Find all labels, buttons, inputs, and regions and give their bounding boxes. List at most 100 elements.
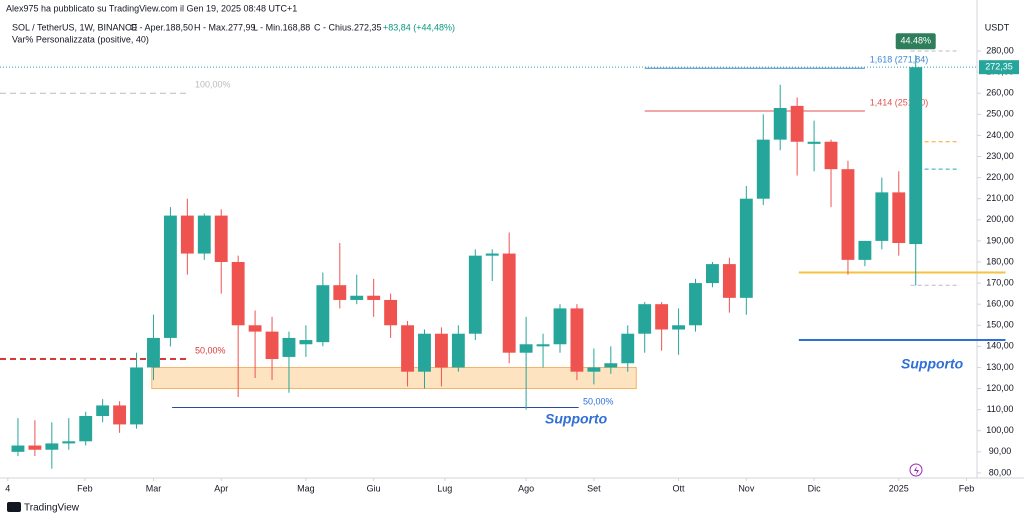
event-icon[interactable]: [909, 463, 923, 477]
candle-body: [875, 192, 889, 241]
annotation: 50,00%: [583, 396, 614, 406]
candle-body: [180, 215, 194, 254]
y-tick-label: 100,00: [986, 425, 1014, 435]
y-tick-label: 130,00: [986, 362, 1014, 372]
y-tick-label: 240,00: [986, 130, 1014, 140]
x-tick-label: Giu: [367, 483, 381, 493]
change-tag-label: 44.48%: [900, 36, 931, 46]
candle-body: [502, 253, 516, 353]
candle-body: [807, 141, 821, 144]
y-tick-label: 170,00: [986, 277, 1014, 287]
candle-body: [722, 264, 736, 298]
candle-body: [536, 344, 550, 347]
y-tick-label: 200,00: [986, 214, 1014, 224]
y-tick-label: 230,00: [986, 151, 1014, 161]
x-tick-label: Apr: [214, 483, 228, 493]
change: +83,84 (+44,48%): [383, 22, 455, 32]
ohlc: O - Aper.188,50: [130, 22, 193, 32]
candle-body: [621, 333, 635, 364]
logo: [7, 502, 21, 512]
candle-body: [519, 344, 533, 353]
x-tick-label: Ott: [673, 483, 686, 493]
candle-body: [45, 443, 59, 450]
candle-body: [130, 367, 143, 425]
y-tick-label: 220,00: [986, 172, 1014, 182]
candle-body: [858, 240, 872, 260]
candle-body: [384, 299, 398, 326]
candle-body: [824, 141, 838, 170]
candle-body: [333, 285, 347, 300]
y-tick-label: 280,00: [986, 45, 1014, 55]
level-label: 1,414 (251,60): [870, 97, 929, 107]
symbol: SOL / TetherUS, 1W, BINANCE: [12, 22, 138, 32]
y-tick-label: 250,00: [986, 109, 1014, 119]
candle-body: [587, 367, 601, 372]
currency: USDT: [985, 22, 1010, 32]
x-tick-label: Mag: [297, 483, 315, 493]
x-tick-label: Feb: [77, 483, 93, 493]
candle-body: [367, 295, 381, 300]
annotation: Supporto: [901, 356, 964, 372]
candle-body: [756, 139, 770, 199]
candle-body: [248, 325, 262, 332]
candle-body: [299, 340, 313, 345]
x-tick-label: Dic: [808, 483, 821, 493]
candle-body: [790, 105, 804, 142]
price-tag: [979, 60, 1019, 75]
candle-body: [655, 304, 669, 330]
y-tick-label: 150,00: [986, 320, 1014, 330]
event-icon: [914, 466, 919, 475]
candle-body: [638, 304, 652, 334]
candle-body: [468, 255, 482, 334]
candle-body: [739, 198, 753, 298]
x-tick-label: Nov: [738, 483, 755, 493]
candle-body: [604, 363, 618, 368]
x-tick-label: Feb: [959, 483, 975, 493]
candle-body: [265, 331, 279, 360]
y-tick-label: 160,00: [986, 299, 1014, 309]
candle-body: [79, 415, 93, 442]
candle-body: [62, 441, 76, 444]
candle-body: [485, 253, 499, 256]
support-zone: [151, 366, 637, 390]
plot: 50,00% 100,00% 1,618 (271,84) 1,414 (251,60…: [0, 50, 1006, 469]
indicator: Var% Personalizzata (positive, 40): [12, 34, 149, 44]
level-label: 100,00%: [195, 80, 231, 90]
publisher: Alex975 ha pubblicato su TradingView.com…: [6, 3, 297, 13]
y-tick-label: 140,00: [986, 341, 1014, 351]
candle-body: [434, 333, 448, 368]
candle-body: [909, 67, 923, 245]
ohlc: C - Chius.272,35: [314, 22, 382, 32]
annotation: Supporto: [545, 411, 608, 427]
candle-body: [689, 283, 702, 326]
candle-body: [418, 333, 431, 372]
x-tick-label: Ago: [518, 483, 534, 493]
x-tick-label: 4: [5, 483, 10, 493]
candle-body: [773, 108, 787, 140]
candle-body: [231, 261, 245, 326]
candle-body: [672, 325, 686, 330]
x-tick-label: Mar: [146, 483, 162, 493]
footer: TradingView: [24, 503, 80, 514]
candle-body: [214, 215, 228, 262]
candle-body: [282, 337, 296, 357]
y-tick-label: 90,00: [989, 446, 1012, 456]
x-tick-label: Lug: [437, 483, 452, 493]
candle-body: [197, 215, 211, 254]
candle-body: [163, 215, 177, 338]
level-label: 50,00%: [195, 345, 226, 355]
candle-body: [706, 264, 719, 284]
x-tick-label: Set: [587, 483, 601, 493]
y-tick-label: 110,00: [987, 404, 1014, 414]
y-tick-label: 120,00: [986, 383, 1014, 393]
candle-body: [892, 192, 906, 244]
candle-body: [316, 285, 330, 343]
candle-body: [11, 445, 25, 452]
y-tick-label: 190,00: [986, 235, 1014, 245]
candle-body: [841, 169, 855, 260]
change-tag: [895, 33, 936, 50]
candle-body: [401, 325, 414, 372]
ohlc: L - Min.168,88: [253, 22, 310, 32]
level-label: 1,618 (271,84): [870, 55, 929, 65]
y-tick-label: 180,00: [986, 256, 1014, 266]
